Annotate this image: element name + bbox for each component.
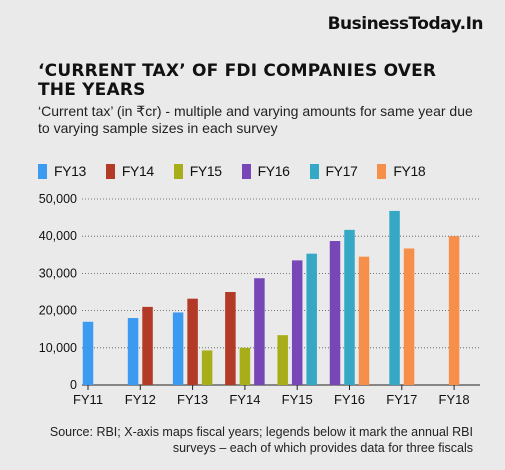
source-note: Source: RBI; X-axis maps fiscal years; l… <box>49 425 473 455</box>
y-tick-label: 20,000 <box>39 304 77 318</box>
bar-fy18-fy17 <box>403 248 415 385</box>
bar-fy14-fy13 <box>187 298 198 385</box>
bar-fy17-fy15 <box>306 253 317 385</box>
legend-item-fy16: FY16 <box>241 163 290 179</box>
legend-item-fy13: FY13 <box>38 163 86 179</box>
legend-swatch <box>309 163 319 179</box>
bar-fy16-fy16 <box>329 241 341 385</box>
legend-label: FY18 <box>393 163 426 179</box>
y-tick-label: 0 <box>70 378 77 392</box>
bar-fy14-fy14 <box>225 292 236 385</box>
x-tick-label: FY16 <box>334 392 365 407</box>
legend-item-fy17: FY17 <box>309 163 358 179</box>
bar-fy13-fy11 <box>82 321 94 385</box>
bar-fy17-fy16 <box>344 229 355 385</box>
legend-swatch <box>105 163 115 179</box>
brand-logo: BusinessToday.In <box>327 14 484 34</box>
bar-fy17-fy17 <box>389 210 400 385</box>
legend-label: FY16 <box>257 163 290 179</box>
legend-item-fy15: FY15 <box>173 163 222 179</box>
bar-fy13-fy12 <box>127 318 139 385</box>
bar-fy15-fy14 <box>239 347 251 385</box>
y-tick-label: 30,000 <box>39 266 77 280</box>
bar-fy14-fy12 <box>142 306 153 385</box>
bar-fy15-fy15 <box>277 335 288 385</box>
bar-fy16-fy15 <box>291 260 303 385</box>
bar-fy18-fy16 <box>358 256 370 385</box>
bar-fy18-fy18 <box>448 236 460 385</box>
bar-fy13-fy13 <box>172 312 184 385</box>
x-tick-label: FY11 <box>73 392 103 407</box>
legend-label: FY14 <box>121 163 154 179</box>
bar-fy15-fy13 <box>201 350 213 385</box>
legend-label: FY13 <box>54 163 86 179</box>
legend-label: FY15 <box>189 163 222 179</box>
y-tick-label: 10,000 <box>39 341 77 355</box>
y-tick-label: 50,000 <box>39 192 77 206</box>
x-tick-label: FY12 <box>125 392 156 407</box>
chart-title: ‘CURRENT TAX’ OF FDI COMPANIES OVER THE … <box>38 61 437 100</box>
legend-label: FY17 <box>325 163 358 179</box>
bar-fy16-fy14 <box>254 278 265 385</box>
legend-item-fy18: FY18 <box>377 163 426 179</box>
x-tick-label: FY14 <box>229 392 260 407</box>
x-tick-label: FY15 <box>282 392 313 407</box>
legend-swatch <box>241 163 251 179</box>
chart-subtitle: ‘Current tax’ (in ₹cr) - multiple and va… <box>38 103 473 136</box>
x-tick-label: FY18 <box>439 392 470 407</box>
chart-legend: FY13 FY14 FY15 FY16 FY17 FY18 <box>38 163 445 179</box>
x-tick-label: FY13 <box>177 392 208 407</box>
legend-swatch <box>377 163 387 179</box>
legend-swatch <box>173 163 183 179</box>
legend-item-fy14: FY14 <box>105 163 154 179</box>
x-tick-label: FY17 <box>386 392 417 407</box>
legend-swatch <box>38 163 47 179</box>
y-tick-label: 40,000 <box>39 229 77 243</box>
